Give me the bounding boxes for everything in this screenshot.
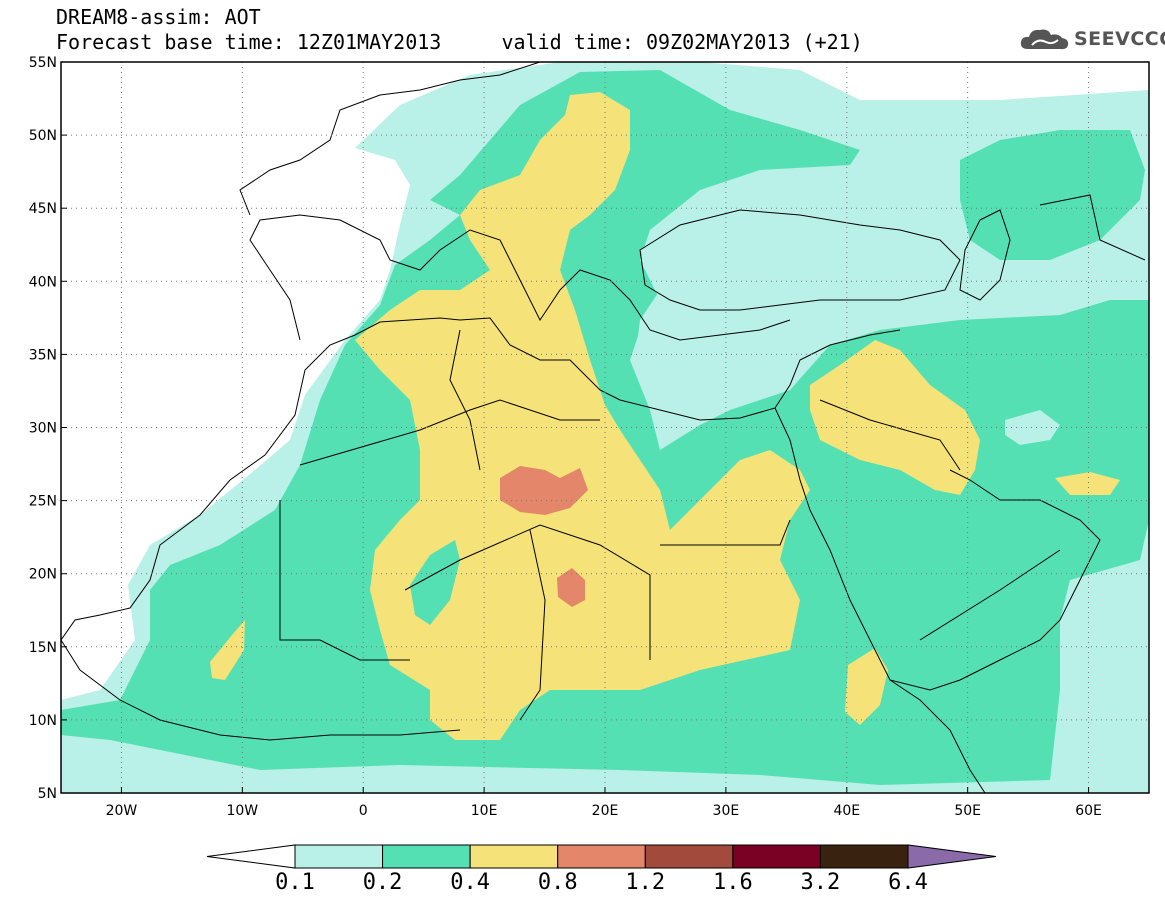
lon-tick-label: 10W: [226, 803, 258, 819]
forecast-time-subtitle: Forecast base time: 12Z01MAY2013 valid t…: [56, 30, 863, 54]
colorbar-label: 1.6: [712, 870, 753, 895]
axis-labels: 55N 50N 45N 40N 35N 30N 25N 20N 15N 10N 5N 20W 10W 0 1…: [29, 55, 1102, 819]
colorbar-label: 1.2: [625, 870, 666, 895]
lon-tick-label: 10E: [471, 803, 498, 819]
country-border: [449, 329, 481, 471]
aot-region-0.4: [1055, 472, 1120, 495]
lat-tick-label: 40N: [29, 274, 57, 290]
country-border: [299, 399, 600, 466]
colorbar-label: 0.1: [275, 870, 315, 895]
aot-region-0.8: [557, 568, 585, 607]
country-border: [660, 519, 791, 546]
colorbar-segment: [732, 844, 821, 869]
country-border: [279, 500, 410, 661]
aot-region-0.4: [210, 620, 245, 680]
lon-tick-label: 0: [359, 803, 368, 819]
colorbar-segment: [469, 844, 559, 869]
lat-tick-label: 45N: [29, 201, 57, 217]
colorbar-over-arrow: [907, 844, 997, 869]
lat-tick-label: 35N: [29, 347, 57, 363]
cloud-icon: [1020, 29, 1069, 50]
country-border: [404, 524, 651, 660]
coastline-layer: [61, 62, 1146, 793]
aot-region-0.8: [500, 466, 588, 515]
lat-tick-label: 50N: [29, 128, 57, 144]
aot-region-0.4: [845, 648, 888, 725]
country-border: [919, 549, 1061, 641]
colorbar-label: 3.2: [800, 870, 841, 895]
lat-tick-label: 30N: [29, 421, 57, 437]
coastline: [61, 639, 461, 741]
country-border: [819, 399, 961, 471]
graticule: [61, 61, 1149, 794]
coastline: [249, 214, 791, 341]
lon-tick-label: 20W: [106, 803, 138, 819]
aot-region-0.4: [810, 340, 980, 495]
colorbar: [206, 844, 997, 869]
aot-region-0.4: [355, 92, 810, 740]
lat-tick-label: 5N: [38, 786, 57, 802]
colorbar-segment: [294, 844, 384, 869]
lon-tick-label: 20E: [592, 803, 619, 819]
country-border: [519, 529, 546, 721]
coastline: [639, 209, 961, 311]
colorbar-label: 6.4: [888, 870, 928, 895]
coastline: [889, 679, 986, 793]
colorbar-under-arrow: [206, 844, 296, 869]
colorbar-segment: [819, 844, 909, 869]
lat-tick-label: 10N: [29, 713, 57, 729]
aot-region-0.1: [635, 215, 960, 395]
lat-tick-label: 25N: [29, 494, 57, 510]
lat-tick-label: 20N: [29, 567, 57, 583]
coastline: [774, 407, 1101, 691]
lon-tick-label: 50E: [954, 803, 981, 819]
lat-tick-label: 55N: [29, 55, 57, 71]
lon-tick-label: 30E: [713, 803, 740, 819]
aot-region-0.2: [410, 540, 460, 625]
aot-region-0.1: [1075, 250, 1140, 285]
lat-tick-label: 15N: [29, 640, 57, 656]
brand-name: SEEVCCC: [1074, 28, 1165, 50]
lon-tick-label: 60E: [1075, 803, 1102, 819]
coastline: [959, 209, 1011, 301]
lon-tick-label: 40E: [833, 803, 860, 819]
country-border: [1039, 194, 1146, 261]
aot-region-0.1: [1005, 410, 1060, 445]
map-title: DREAM8-assim: AOT: [56, 5, 261, 29]
colorbar-segment: [557, 844, 646, 869]
seevccc-logo: SEEVCCC: [1018, 26, 1165, 52]
coastline: [239, 62, 541, 216]
colorbar-segment: [382, 844, 471, 869]
colorbar-label: 0.4: [450, 870, 491, 895]
colorbar-segment: [644, 844, 734, 869]
colorbar-label: 0.8: [537, 870, 578, 895]
colorbar-label: 0.2: [362, 870, 403, 895]
coastline: [61, 317, 901, 641]
